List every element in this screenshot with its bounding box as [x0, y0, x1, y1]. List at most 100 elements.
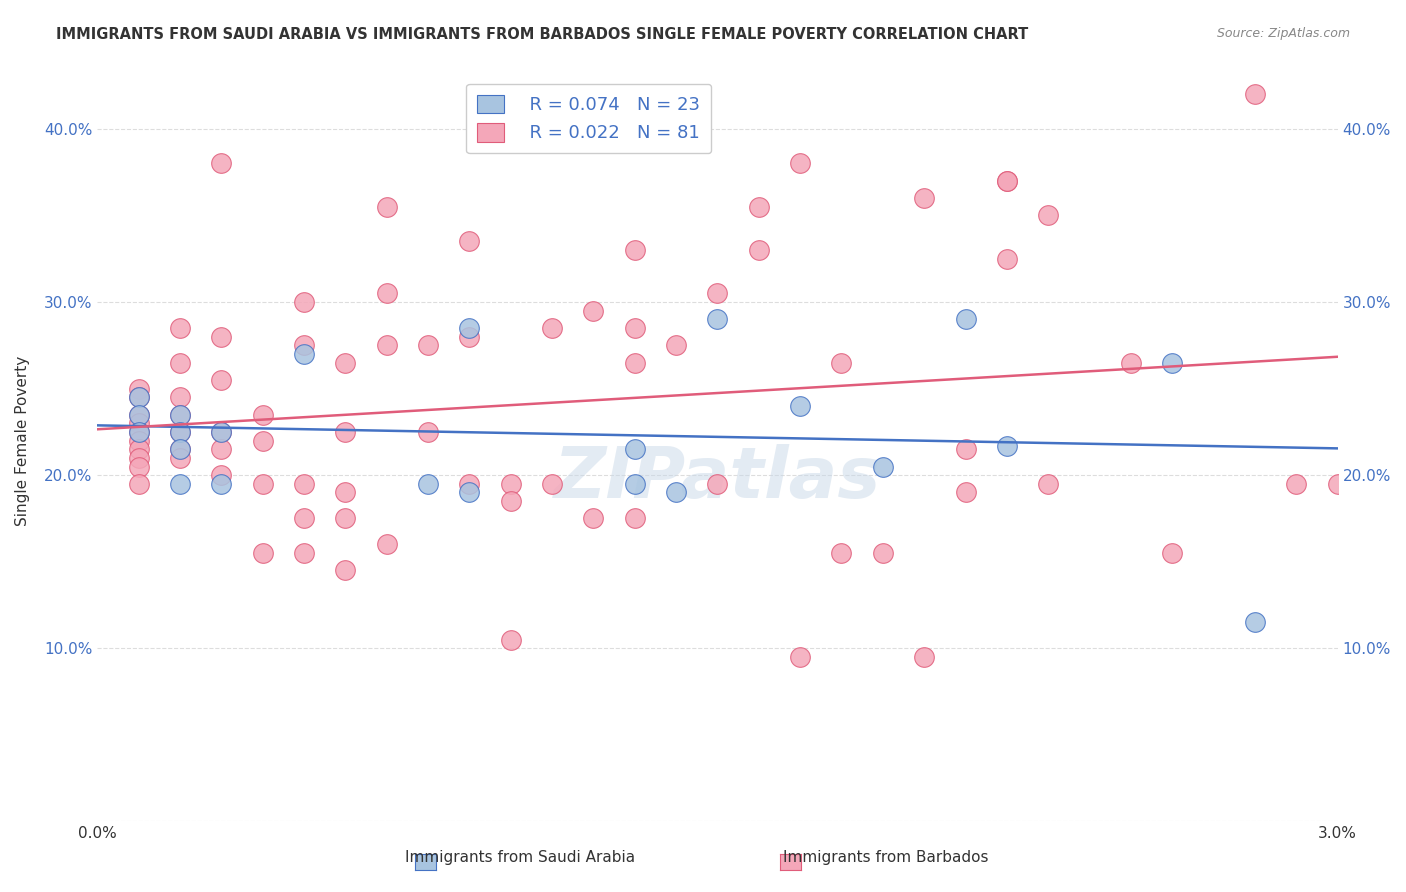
Point	[748, 243, 770, 257]
Point	[955, 442, 977, 457]
Point	[292, 295, 315, 310]
Point	[912, 191, 935, 205]
Point	[541, 321, 564, 335]
Text: IMMIGRANTS FROM SAUDI ARABIA VS IMMIGRANTS FROM BARBADOS SINGLE FEMALE POVERTY C: IMMIGRANTS FROM SAUDI ARABIA VS IMMIGRAN…	[56, 27, 1029, 42]
Point	[955, 312, 977, 326]
Point	[292, 546, 315, 560]
Text: Immigrants from Barbados: Immigrants from Barbados	[783, 850, 988, 865]
Point	[128, 390, 150, 404]
Point	[458, 321, 481, 335]
Point	[375, 537, 398, 551]
Point	[706, 286, 728, 301]
Point	[128, 390, 150, 404]
Text: ZIPatlas: ZIPatlas	[554, 444, 882, 513]
Point	[209, 425, 232, 439]
Point	[169, 408, 191, 422]
Point	[499, 632, 522, 647]
Point	[995, 174, 1018, 188]
Point	[499, 476, 522, 491]
Point	[1244, 615, 1267, 630]
Point	[1285, 476, 1308, 491]
Point	[830, 546, 852, 560]
Point	[292, 347, 315, 361]
Point	[623, 321, 645, 335]
Point	[169, 442, 191, 457]
Point	[995, 439, 1018, 453]
Point	[995, 252, 1018, 266]
Point	[209, 156, 232, 170]
Point	[541, 476, 564, 491]
Point	[706, 476, 728, 491]
Point	[209, 373, 232, 387]
Point	[416, 425, 439, 439]
Point	[872, 459, 894, 474]
Point	[1244, 87, 1267, 102]
Point	[458, 329, 481, 343]
Point	[789, 650, 811, 665]
Point	[209, 425, 232, 439]
Point	[623, 511, 645, 525]
Point	[748, 200, 770, 214]
Point	[209, 468, 232, 483]
Point	[209, 329, 232, 343]
Point	[128, 459, 150, 474]
Point	[623, 476, 645, 491]
Point	[995, 174, 1018, 188]
Point	[458, 476, 481, 491]
Point	[209, 476, 232, 491]
Text: Immigrants from Saudi Arabia: Immigrants from Saudi Arabia	[405, 850, 636, 865]
Point	[375, 200, 398, 214]
Point	[252, 476, 274, 491]
Point	[335, 563, 357, 577]
Point	[1038, 476, 1060, 491]
Point	[252, 434, 274, 448]
Point	[623, 243, 645, 257]
Point	[252, 408, 274, 422]
Point	[665, 338, 688, 352]
Point	[128, 408, 150, 422]
Point	[335, 356, 357, 370]
Point	[912, 650, 935, 665]
Point	[128, 425, 150, 439]
Point	[623, 356, 645, 370]
Point	[128, 476, 150, 491]
Point	[292, 476, 315, 491]
Point	[335, 425, 357, 439]
Point	[582, 511, 605, 525]
Point	[169, 425, 191, 439]
Point	[169, 442, 191, 457]
Point	[458, 235, 481, 249]
Point	[128, 425, 150, 439]
Point	[169, 356, 191, 370]
Point	[292, 338, 315, 352]
Point	[335, 485, 357, 500]
Legend:   R = 0.074   N = 23,   R = 0.022   N = 81: R = 0.074 N = 23, R = 0.022 N = 81	[465, 84, 711, 153]
Point	[789, 399, 811, 413]
Point	[499, 494, 522, 508]
Point	[706, 312, 728, 326]
Point	[292, 511, 315, 525]
Point	[1161, 546, 1184, 560]
Point	[128, 382, 150, 396]
Point	[128, 442, 150, 457]
Y-axis label: Single Female Poverty: Single Female Poverty	[15, 355, 30, 525]
Point	[623, 442, 645, 457]
Point	[416, 476, 439, 491]
Point	[209, 442, 232, 457]
Point	[789, 156, 811, 170]
Point	[128, 450, 150, 465]
Text: Source: ZipAtlas.com: Source: ZipAtlas.com	[1216, 27, 1350, 40]
Point	[872, 546, 894, 560]
Point	[830, 356, 852, 370]
Point	[1038, 209, 1060, 223]
Point	[169, 476, 191, 491]
Point	[416, 338, 439, 352]
Point	[169, 321, 191, 335]
Point	[169, 408, 191, 422]
Point	[1326, 476, 1348, 491]
Point	[169, 450, 191, 465]
Point	[128, 434, 150, 448]
Point	[252, 546, 274, 560]
Point	[375, 338, 398, 352]
Point	[128, 408, 150, 422]
